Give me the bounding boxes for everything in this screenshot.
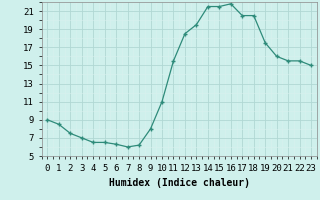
X-axis label: Humidex (Indice chaleur): Humidex (Indice chaleur) [109, 178, 250, 188]
